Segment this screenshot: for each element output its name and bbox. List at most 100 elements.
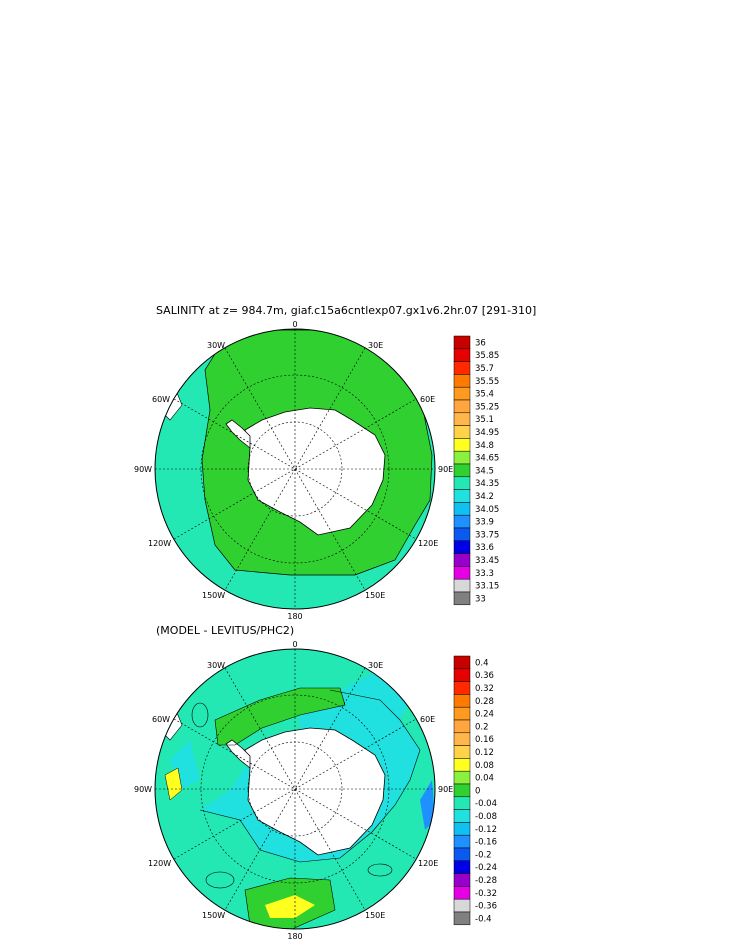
difference-colorbar-swatch <box>453 834 471 849</box>
antarctica-landmass-diff <box>244 727 386 856</box>
difference-colorbar-label: 0 <box>475 786 480 796</box>
difference-colorbar-label: 0.28 <box>475 697 494 707</box>
salinity-colorbar-label: 33.3 <box>475 569 494 579</box>
difference-colorbar: 0.4 0.36 0.32 0.28 0.24 0.2 0.16 0.12 0.08 0.04 0 -… <box>453 655 497 926</box>
lon-label-30e: 30E <box>368 341 383 350</box>
lon-label-150w: 150W <box>202 591 225 600</box>
lon-label-60e: 60E <box>420 395 435 404</box>
antarctica-landmass <box>244 407 386 536</box>
salinity-colorbar-label: 35.7 <box>475 364 494 374</box>
difference-colorbar-label: 0.04 <box>475 774 494 784</box>
salinity-colorbar-swatch <box>453 425 471 439</box>
salinity-colorbar-swatch <box>453 450 471 465</box>
salinity-colorbar-label: 35.1 <box>475 415 494 425</box>
difference-colorbar-swatch <box>453 732 471 746</box>
salinity-colorbar-label: 33.9 <box>475 518 494 528</box>
difference-colorbar-label: -0.2 <box>475 850 492 860</box>
salinity-colorbar-swatch <box>453 412 471 426</box>
difference-colorbar-label: -0.32 <box>475 889 497 899</box>
salinity-colorbar-swatch <box>453 463 471 478</box>
salinity-colorbar-label: 34.05 <box>475 505 499 515</box>
difference-colorbar-label: 0.4 <box>475 658 489 668</box>
lon-label-60w: 60W <box>152 395 170 404</box>
difference-colorbar-label: -0.24 <box>475 863 497 873</box>
difference-colorbar-swatch <box>453 681 471 695</box>
difference-colorbar-swatch <box>453 758 471 772</box>
difference-colorbar-label: -0.12 <box>475 825 497 835</box>
difference-colorbar-swatch <box>453 783 471 798</box>
difference-colorbar-swatch <box>453 898 471 913</box>
difference-colorbar-swatch <box>453 796 471 810</box>
salinity-colorbar-swatch <box>453 553 471 567</box>
difference-colorbar-label: 0.08 <box>475 761 494 771</box>
salinity-colorbar-label: 35.85 <box>475 351 499 361</box>
lon-label-120w-diff: 120W <box>148 859 171 868</box>
salinity-colorbar-swatch <box>453 591 471 606</box>
salinity-colorbar-label: 36 <box>475 338 486 348</box>
difference-colorbar-swatch <box>453 770 471 785</box>
difference-colorbar-swatch <box>453 668 471 682</box>
salinity-colorbar: 36 35.85 35.7 35.55 35.4 35.25 35.1 34.95 34.8 34… <box>453 335 499 606</box>
salinity-difference-map: 0 30E 60E 90E 120E 150E 180 150W 120W 90… <box>134 640 453 941</box>
salinity-colorbar-swatch <box>453 540 471 554</box>
salinity-colorbar-swatch <box>453 578 471 593</box>
salinity-colorbar-swatch <box>453 502 471 516</box>
salinity-colorbar-label: 33 <box>475 594 486 604</box>
lon-label-0: 0 <box>292 320 297 329</box>
lon-label-150w-diff: 150W <box>202 911 225 920</box>
lon-label-30w-diff: 30W <box>207 661 225 670</box>
difference-colorbar-label: -0.04 <box>475 799 497 809</box>
lon-label-30w: 30W <box>207 341 225 350</box>
difference-colorbar-swatch <box>453 847 471 862</box>
salinity-colorbar-swatch <box>453 527 471 542</box>
salinity-colorbar-swatch <box>453 514 471 529</box>
difference-colorbar-swatch <box>453 655 471 670</box>
difference-colorbar-label: -0.4 <box>475 914 492 924</box>
difference-colorbar-swatch <box>453 745 471 759</box>
salinity-colorbar-swatch <box>453 399 471 414</box>
lon-label-90w-diff: 90W <box>134 785 152 794</box>
salinity-map: 0 30E 60E 90E 120E 150E 180 150W 120W 90… <box>134 320 453 621</box>
difference-colorbar-label: 0.12 <box>475 748 494 758</box>
difference-colorbar-swatch <box>453 694 471 708</box>
difference-colorbar-label: -0.36 <box>475 902 497 912</box>
salinity-colorbar-swatch <box>453 386 471 401</box>
lon-label-90e: 90E <box>438 465 453 474</box>
salinity-colorbar-label: 33.75 <box>475 530 499 540</box>
salinity-colorbar-label: 34.65 <box>475 454 499 464</box>
difference-colorbar-label: 0.24 <box>475 710 494 720</box>
salinity-colorbar-swatch <box>453 374 471 388</box>
difference-subtitle: (MODEL - LEVITUS/PHC2) <box>156 624 295 637</box>
difference-colorbar-swatch <box>453 886 471 900</box>
lon-label-60w-diff: 60W <box>152 715 170 724</box>
lon-label-60e-diff: 60E <box>420 715 435 724</box>
lon-label-90e-diff: 90E <box>438 785 453 794</box>
difference-colorbar-label: -0.16 <box>475 838 497 848</box>
salinity-colorbar-label: 35.4 <box>475 390 494 400</box>
difference-colorbar-label: 0.32 <box>475 684 494 694</box>
lon-label-90w: 90W <box>134 465 152 474</box>
salinity-colorbar-swatch <box>453 438 471 452</box>
salinity-colorbar-swatch <box>453 348 471 362</box>
difference-colorbar-swatch <box>453 809 471 823</box>
salinity-colorbar-label: 34.5 <box>475 466 494 476</box>
lon-label-180: 180 <box>287 612 302 621</box>
difference-colorbar-swatch <box>453 860 471 874</box>
salinity-colorbar-label: 34.2 <box>475 492 494 502</box>
lon-label-120w: 120W <box>148 539 171 548</box>
lon-label-0-diff: 0 <box>292 640 297 649</box>
salinity-colorbar-label: 33.15 <box>475 582 499 592</box>
lon-label-30e-diff: 30E <box>368 661 383 670</box>
salinity-colorbar-swatch <box>453 489 471 503</box>
difference-colorbar-swatch <box>453 873 471 887</box>
lon-label-180-diff: 180 <box>287 932 302 941</box>
lon-label-120e: 120E <box>418 539 438 548</box>
salinity-colorbar-swatch <box>453 335 471 350</box>
antarctic-peninsula <box>225 419 251 449</box>
lon-label-120e-diff: 120E <box>418 859 438 868</box>
salinity-colorbar-label: 35.55 <box>475 377 499 387</box>
salinity-colorbar-label: 33.45 <box>475 556 499 566</box>
difference-colorbar-swatch <box>453 719 471 734</box>
antarctic-peninsula-diff <box>225 739 251 769</box>
